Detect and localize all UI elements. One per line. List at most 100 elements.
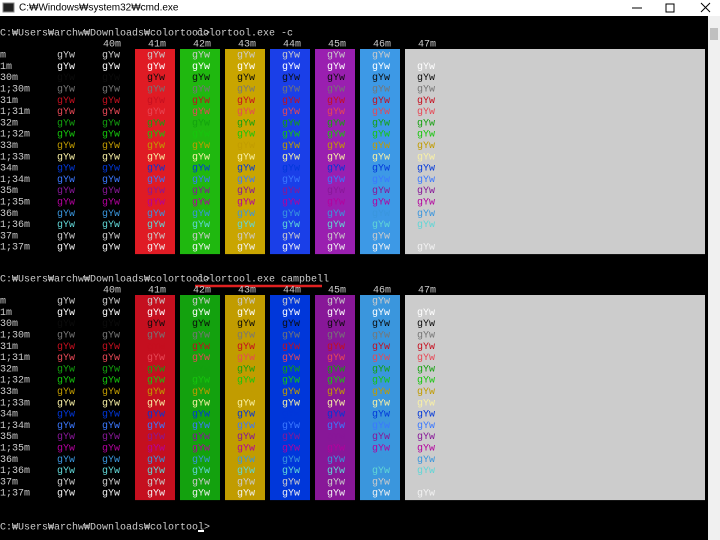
column-header: 42m: [193, 286, 211, 297]
sample-cell: gYw: [147, 73, 165, 84]
row-label: 1;33m: [0, 398, 30, 409]
sample-cell: gYw: [102, 308, 120, 319]
sample-cell: gYw: [282, 130, 300, 141]
prompt: C:₩Users₩archw₩Downloads₩colortool>: [0, 274, 210, 286]
sample-cell: gYw: [192, 398, 210, 409]
sample-cell: gYw: [327, 231, 345, 242]
row-label: 1;35m: [0, 198, 30, 209]
sample-cell: gYw: [417, 421, 435, 432]
sample-cell: gYw: [417, 96, 435, 107]
sample-cell: gYw: [147, 455, 165, 466]
sample-cell: gYw: [327, 107, 345, 118]
cursor: [198, 530, 204, 532]
color-column: [315, 295, 355, 501]
row-label: 32m: [0, 364, 18, 375]
sample-cell: gYw: [282, 141, 300, 152]
sample-cell: gYw: [282, 477, 300, 488]
sample-cell: gYw: [237, 231, 255, 242]
sample-cell: gYw: [192, 297, 210, 308]
sample-cell: gYw: [102, 466, 120, 477]
sample-cell: gYw: [192, 353, 210, 364]
sample-cell: gYw: [192, 477, 210, 488]
sample-cell: gYw: [327, 297, 345, 308]
sample-cell: gYw: [57, 410, 75, 421]
sample-cell: gYw: [147, 466, 165, 477]
sample-cell: gYw: [147, 353, 165, 364]
sample-cell: gYw: [102, 297, 120, 308]
sample-cell: gYw: [192, 130, 210, 141]
sample-cell: gYw: [282, 421, 300, 432]
row-label: 36m: [0, 209, 18, 220]
color-column: [270, 295, 310, 501]
row-label: m: [0, 51, 6, 62]
sample-cell: gYw: [102, 331, 120, 342]
sample-cell: gYw: [372, 85, 390, 96]
sample-cell: gYw: [102, 410, 120, 421]
column-header: 40m: [103, 40, 121, 51]
sample-cell: gYw: [147, 421, 165, 432]
sample-cell: gYw: [237, 331, 255, 342]
color-column: [360, 49, 400, 255]
sample-cell: gYw: [282, 96, 300, 107]
sample-cell: gYw: [417, 297, 435, 308]
sample-cell: gYw: [417, 51, 435, 62]
sample-cell: gYw: [237, 107, 255, 118]
sample-cell: gYw: [102, 152, 120, 163]
sample-cell: gYw: [327, 62, 345, 73]
sample-cell: gYw: [327, 342, 345, 353]
sample-cell: gYw: [282, 118, 300, 129]
sample-cell: gYw: [147, 152, 165, 163]
sample-cell: gYw: [372, 231, 390, 242]
sample-cell: gYw: [372, 73, 390, 84]
sample-cell: gYw: [192, 73, 210, 84]
sample-cell: gYw: [372, 308, 390, 319]
row-label: 1;32m: [0, 376, 30, 387]
sample-cell: gYw: [372, 130, 390, 141]
sample-cell: gYw: [57, 73, 75, 84]
row-label: 1m: [0, 308, 12, 319]
sample-cell: gYw: [147, 297, 165, 308]
sample-cell: gYw: [372, 297, 390, 308]
sample-cell: gYw: [417, 73, 435, 84]
scrollbar-thumb[interactable]: [710, 28, 718, 40]
sample-cell: gYw: [372, 342, 390, 353]
sample-cell: gYw: [57, 364, 75, 375]
column-header: 45m: [328, 286, 346, 297]
row-label: 1;31m: [0, 353, 30, 364]
sample-cell: gYw: [372, 107, 390, 118]
sample-cell: gYw: [282, 444, 300, 455]
close-button[interactable]: [700, 2, 711, 13]
sample-cell: gYw: [372, 51, 390, 62]
sample-cell: gYw: [57, 398, 75, 409]
sample-cell: gYw: [102, 85, 120, 96]
sample-cell: gYw: [102, 398, 120, 409]
sample-cell: gYw: [327, 308, 345, 319]
sample-cell: gYw: [192, 376, 210, 387]
sample-cell: gYw: [417, 152, 435, 163]
scrollbar[interactable]: [708, 16, 720, 540]
sample-cell: gYw: [282, 220, 300, 231]
column-header: 43m: [238, 40, 256, 51]
sample-cell: gYw: [147, 444, 165, 455]
sample-cell: gYw: [237, 141, 255, 152]
sample-cell: gYw: [372, 376, 390, 387]
row-label: 37m: [0, 231, 18, 242]
sample-cell: gYw: [282, 387, 300, 398]
sample-cell: gYw: [372, 331, 390, 342]
sample-cell: gYw: [327, 455, 345, 466]
sample-cell: gYw: [57, 141, 75, 152]
sample-cell: gYw: [192, 444, 210, 455]
sample-cell: gYw: [237, 175, 255, 186]
sample-cell: gYw: [417, 308, 435, 319]
sample-cell: gYw: [372, 410, 390, 421]
sample-cell: gYw: [417, 107, 435, 118]
sample-cell: gYw: [147, 220, 165, 231]
console-output: C:₩Users₩archw₩Downloads₩colortool>color…: [0, 28, 705, 534]
sample-cell: gYw: [102, 364, 120, 375]
sample-cell: gYw: [417, 432, 435, 443]
sample-cell: gYw: [57, 342, 75, 353]
sample-cell: gYw: [57, 118, 75, 129]
maximize-button[interactable]: [665, 3, 675, 13]
sample-cell: gYw: [282, 489, 300, 500]
